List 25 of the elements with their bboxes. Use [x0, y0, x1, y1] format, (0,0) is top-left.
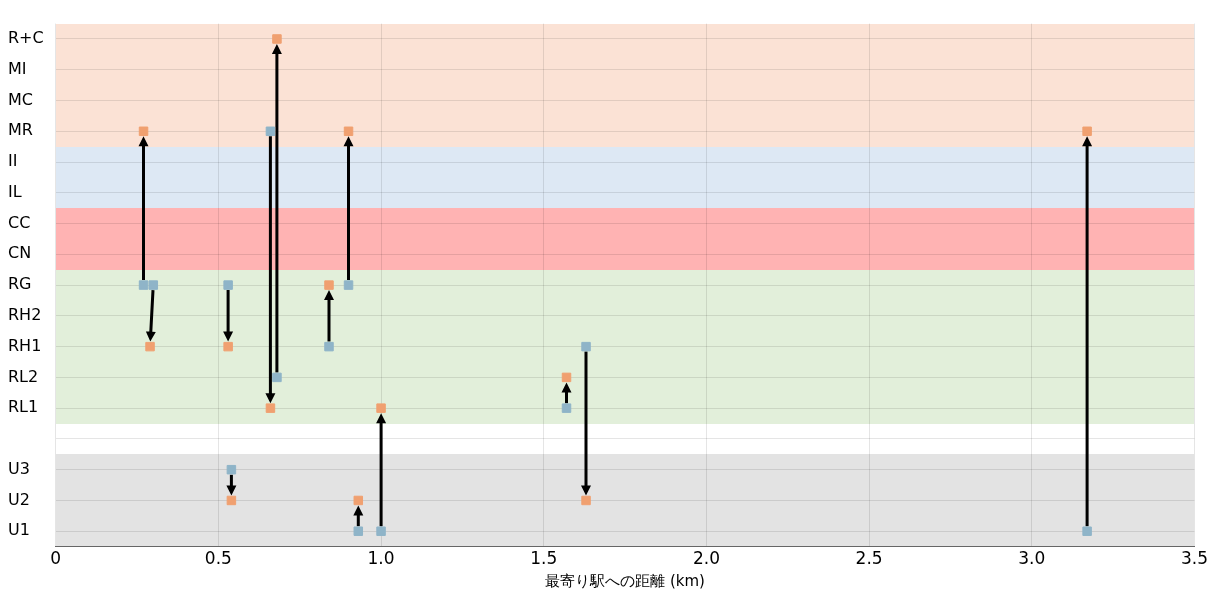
x-tick-label: 1.5	[530, 548, 558, 569]
x-tick-label: 0	[50, 548, 62, 569]
y-tick-label: CN	[8, 243, 32, 263]
y-tick-label: RH1	[8, 335, 42, 355]
x-tick-label: 0.5	[204, 548, 232, 569]
y-tick-label: RL1	[8, 397, 39, 417]
y-tick-label: U1	[8, 520, 30, 540]
x-tick-label: 2.0	[692, 548, 720, 569]
y-tick-label: U2	[8, 489, 30, 509]
x-tick-label: 2.5	[855, 548, 883, 569]
y-tick-label: R+C	[8, 28, 44, 48]
y-tick-label: U3	[8, 458, 30, 478]
y-tick-label: CC	[8, 212, 31, 232]
y-tick-label: RH2	[8, 305, 42, 325]
y-tick-label: IL	[8, 181, 22, 201]
y-tick-label: MR	[8, 120, 33, 140]
y-tick-label: RL2	[8, 366, 39, 386]
x-tick-label: 3.0	[1018, 548, 1046, 569]
y-tick-label: MC	[8, 89, 33, 109]
y-tick-label: RG	[8, 274, 32, 294]
y-tick-label: II	[8, 151, 18, 171]
x-tick-label: 3.5	[1180, 548, 1209, 569]
x-axis-title: 最寄り駅への距離 (km)	[545, 571, 705, 590]
x-tick-label: 1.0	[367, 548, 395, 569]
y-tick-label: MI	[8, 58, 27, 78]
